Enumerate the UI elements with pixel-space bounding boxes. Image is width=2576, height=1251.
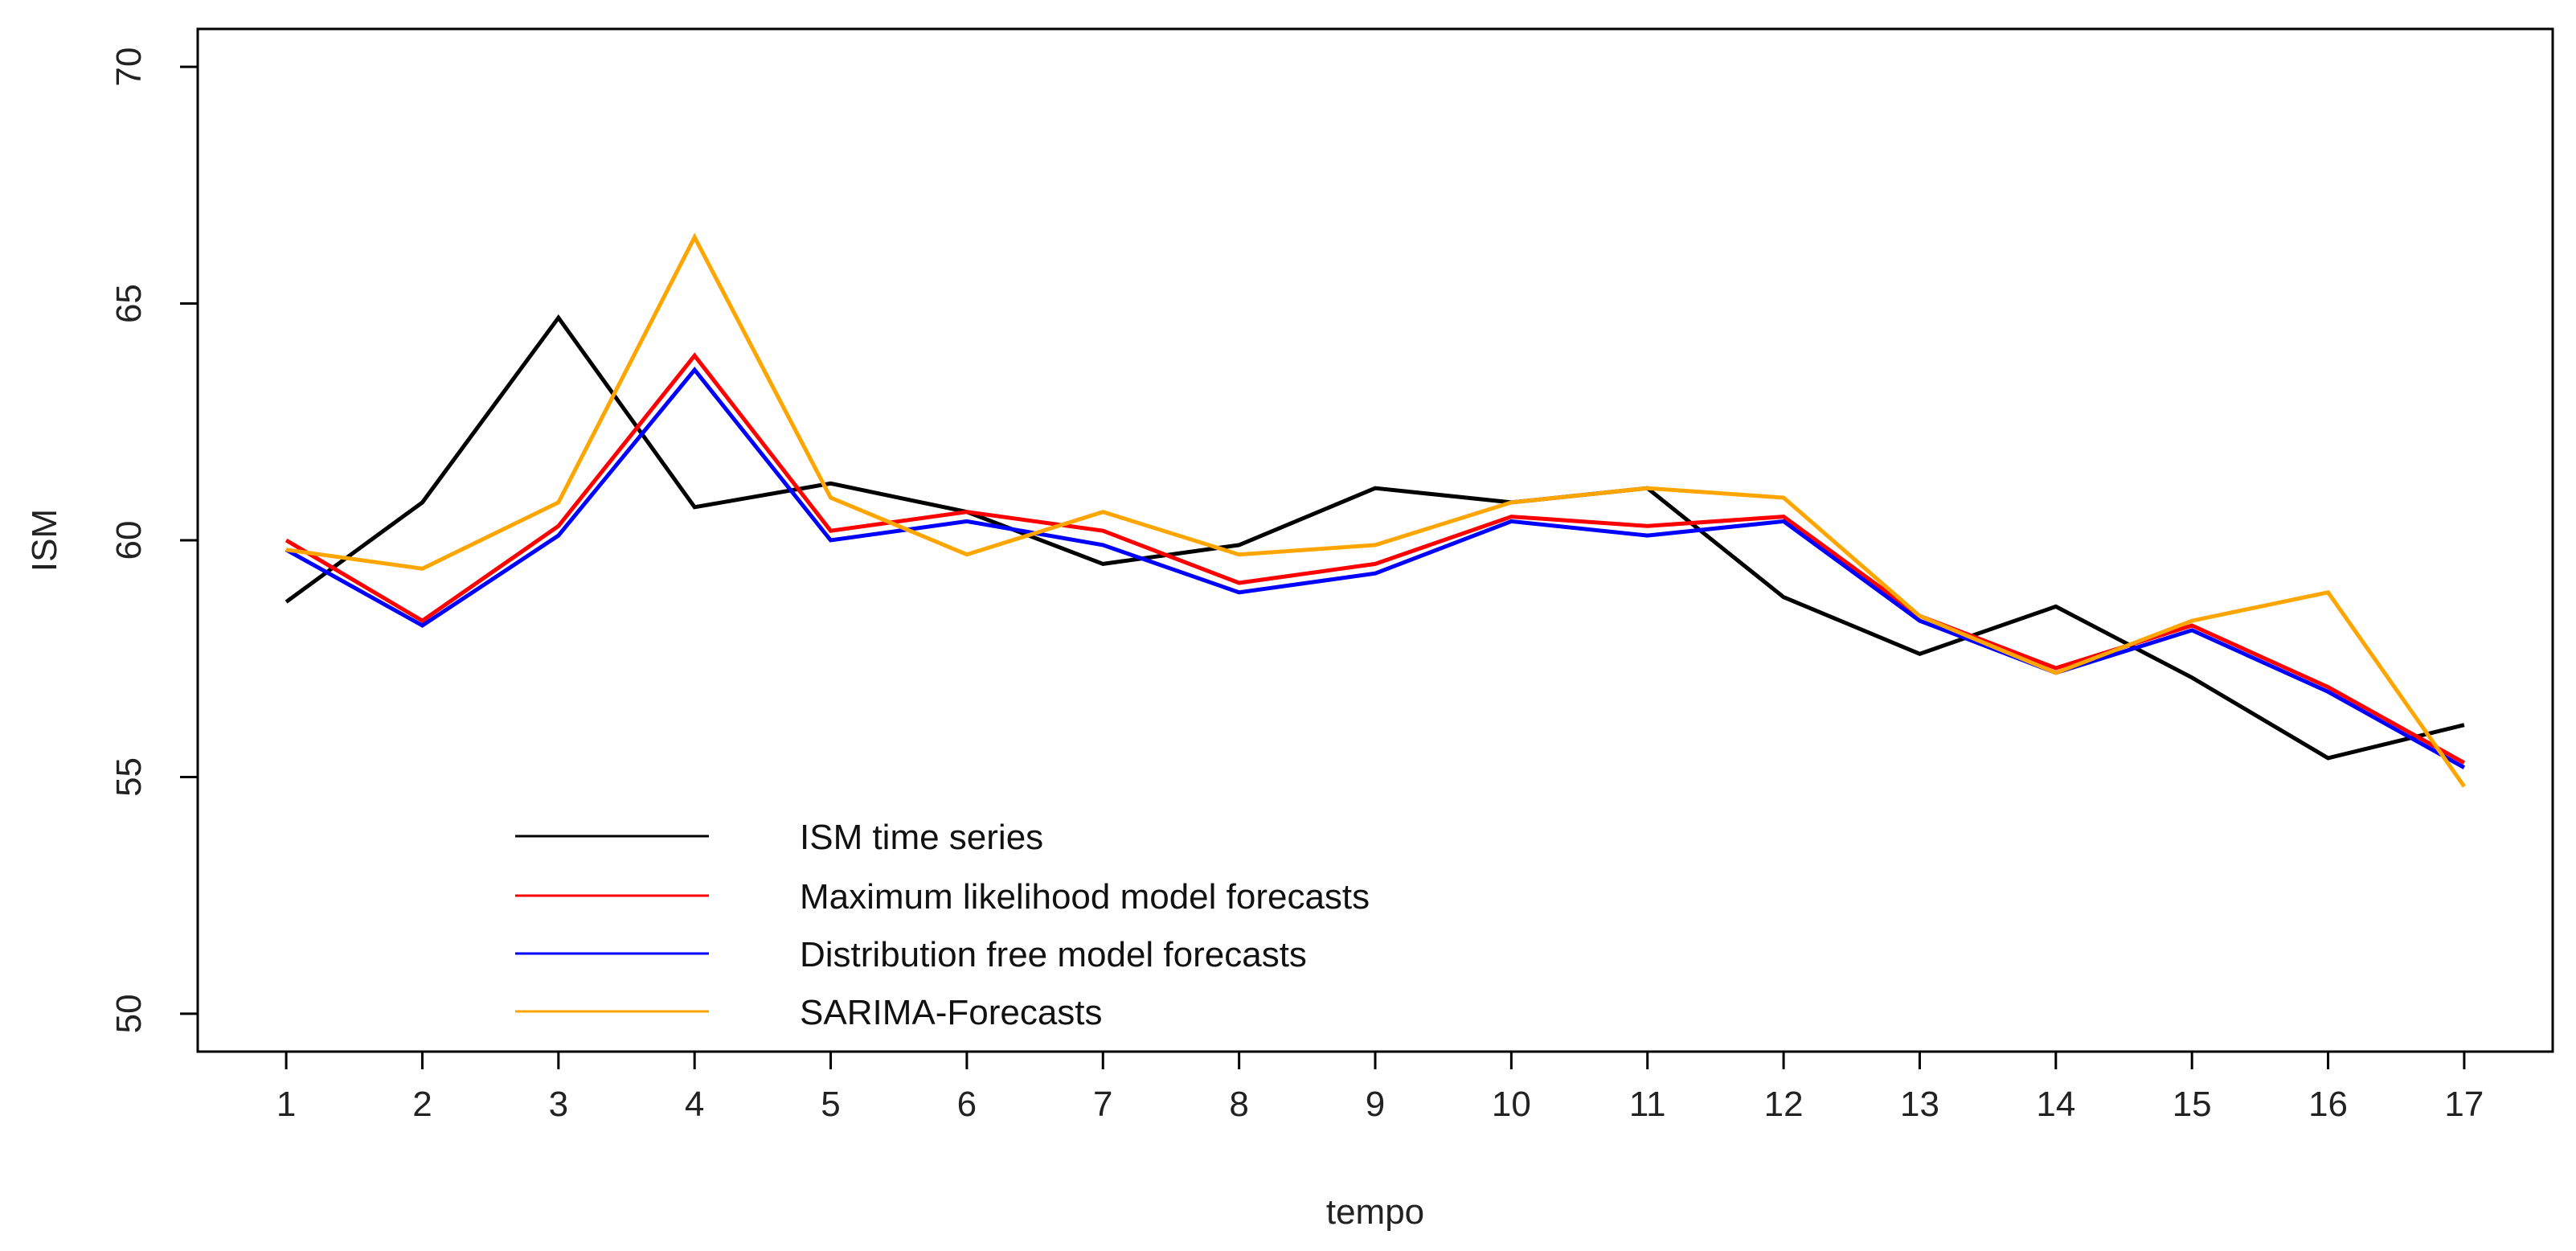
legend-label: Maximum likelihood model forecasts xyxy=(800,877,1370,917)
legend: ISM time series Maximum likelihood model … xyxy=(515,818,1370,1032)
x-axis: 1 2 3 4 5 6 7 8 9 10 11 12 13 14 15 16 17 xyxy=(276,1050,2484,1124)
y-tick-label: 60 xyxy=(109,521,149,560)
x-axis-title: tempo xyxy=(1326,1192,1424,1232)
x-tick-label: 10 xyxy=(1492,1085,1531,1124)
series-line-ism-time-series xyxy=(285,314,2465,761)
x-tick-label: 8 xyxy=(1229,1085,1248,1124)
y-tick-label: 70 xyxy=(109,47,149,87)
x-tick-label: 11 xyxy=(1629,1085,1666,1124)
x-tick-label: 14 xyxy=(2036,1085,2075,1124)
x-tick-label: 13 xyxy=(1900,1085,1939,1124)
x-tick-label: 7 xyxy=(1093,1085,1112,1124)
legend-label: SARIMA-Forecasts xyxy=(800,993,1103,1032)
y-tick-label: 50 xyxy=(109,994,149,1033)
x-tick-label: 1 xyxy=(276,1085,296,1124)
y-tick-label: 55 xyxy=(109,757,149,797)
x-tick-label: 6 xyxy=(957,1085,977,1124)
y-tick-label: 65 xyxy=(109,284,149,323)
legend-label: Distribution free model forecasts xyxy=(800,935,1307,974)
legend-label: ISM time series xyxy=(800,818,1043,857)
x-tick-label: 15 xyxy=(2173,1085,2212,1124)
series-line-distribution-free-model-forecasts xyxy=(285,367,2466,769)
y-axis: 50 55 60 65 70 xyxy=(109,47,199,1033)
series-layer xyxy=(285,232,2466,788)
x-tick-label: 9 xyxy=(1366,1085,1385,1124)
x-tick-label: 17 xyxy=(2444,1085,2484,1124)
x-tick-label: 3 xyxy=(549,1085,568,1124)
x-tick-label: 12 xyxy=(1764,1085,1804,1124)
x-tick-label: 5 xyxy=(821,1085,840,1124)
x-tick-label: 16 xyxy=(2308,1085,2348,1124)
y-axis-title: ISM xyxy=(25,509,64,572)
x-tick-label: 2 xyxy=(412,1085,432,1124)
series-line-sarima-forecasts xyxy=(285,232,2466,788)
x-tick-label: 4 xyxy=(685,1085,704,1124)
